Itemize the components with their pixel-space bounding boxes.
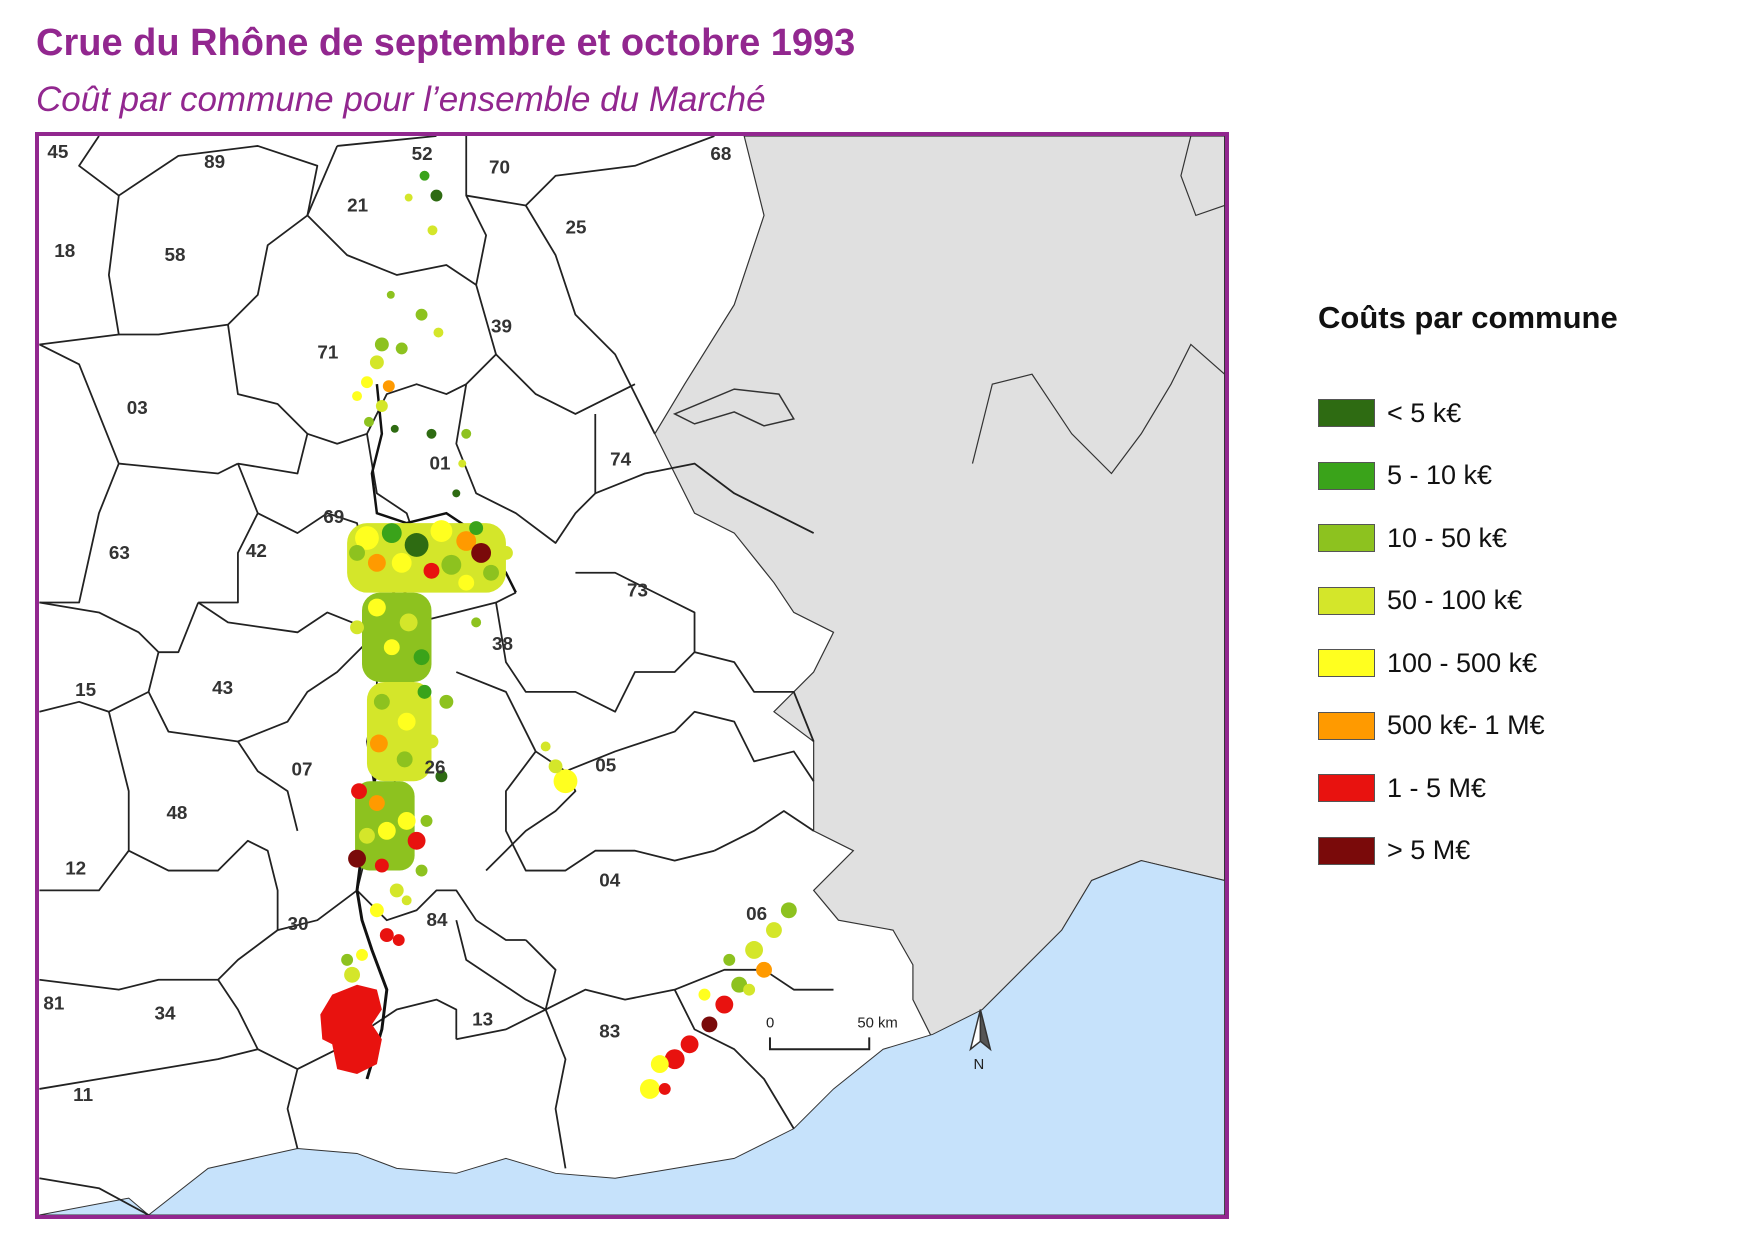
sea-western-coast — [39, 1197, 150, 1215]
dept-label-52: 52 — [412, 143, 433, 164]
dept-label-58: 58 — [164, 244, 185, 265]
map-title: Crue du Rhône de septembre et octobre 19… — [36, 22, 856, 64]
dept-label-18: 18 — [54, 240, 75, 261]
legend-item: < 5 k€ — [1318, 382, 1738, 445]
dept-label-30: 30 — [288, 913, 309, 934]
dept-label-34: 34 — [155, 1002, 176, 1023]
legend-label: < 5 k€ — [1387, 397, 1462, 428]
legend-swatch — [1318, 399, 1375, 428]
dept-label-12: 12 — [65, 858, 86, 879]
dept-label-38: 38 — [492, 633, 513, 654]
department-boundaries — [39, 136, 834, 1215]
dept-label-45: 45 — [47, 141, 68, 162]
dept-label-26: 26 — [425, 756, 446, 777]
map-subtitle: Coût par commune pour l’ensemble du Marc… — [36, 80, 766, 119]
legend-item: 1 - 5 M€ — [1318, 757, 1738, 820]
dept-label-84: 84 — [427, 909, 448, 930]
dept-label-25: 25 — [565, 216, 586, 237]
dept-label-06: 06 — [746, 903, 767, 924]
dept-label-13: 13 — [472, 1008, 493, 1029]
north-arrow-label: N — [973, 1057, 984, 1073]
legend-item: 10 - 50 k€ — [1318, 507, 1738, 570]
dept-label-81: 81 — [43, 993, 64, 1014]
legend-swatch — [1318, 461, 1375, 490]
dept-label-03: 03 — [127, 397, 148, 418]
legend-item: 100 - 500 k€ — [1318, 632, 1738, 695]
scale-end-label: 50 km — [857, 1015, 898, 1031]
legend: Coûts par commune < 5 k€ 5 - 10 k€ 10 - … — [1318, 300, 1738, 882]
department-labels: 45 89 52 70 68 21 25 18 58 39 71 03 01 7… — [43, 141, 767, 1105]
legend-swatch — [1318, 711, 1375, 740]
dept-label-68: 68 — [710, 143, 731, 164]
dept-label-48: 48 — [166, 802, 187, 823]
dept-label-11: 11 — [73, 1084, 93, 1105]
scale-bar: 0 50 km — [766, 1015, 898, 1051]
legend-items: < 5 k€ 5 - 10 k€ 10 - 50 k€ 50 - 100 k€ … — [1318, 382, 1738, 882]
dept-label-05: 05 — [595, 754, 616, 775]
dept-label-74: 74 — [610, 449, 631, 470]
legend-item: 500 k€- 1 M€ — [1318, 695, 1738, 758]
legend-title: Coûts par commune — [1318, 300, 1618, 335]
dept-label-07: 07 — [292, 758, 313, 779]
legend-item: > 5 M€ — [1318, 820, 1738, 883]
camargue-red — [320, 984, 382, 1075]
dept-label-70: 70 — [489, 157, 510, 178]
dept-label-89: 89 — [204, 151, 225, 172]
legend-label: 5 - 10 k€ — [1387, 460, 1493, 491]
dept-label-21: 21 — [347, 194, 368, 215]
legend-label: 10 - 50 k€ — [1387, 522, 1508, 553]
legend-label: 100 - 500 k€ — [1387, 647, 1538, 678]
foreign-border-detail-2 — [1180, 136, 1225, 217]
legend-item: 50 - 100 k€ — [1318, 570, 1738, 633]
dept-label-63: 63 — [109, 542, 130, 563]
legend-swatch — [1318, 836, 1375, 865]
dept-label-42: 42 — [246, 540, 267, 561]
dept-label-01: 01 — [430, 453, 451, 474]
lake-geneva — [672, 388, 795, 427]
dept-label-39: 39 — [491, 316, 512, 337]
map-canvas: 45 89 52 70 68 21 25 18 58 39 71 03 01 7… — [39, 136, 1225, 1215]
legend-label: 500 k€- 1 M€ — [1387, 710, 1545, 741]
dept-label-43: 43 — [212, 677, 233, 698]
dept-label-83: 83 — [599, 1020, 620, 1041]
legend-label: 1 - 5 M€ — [1387, 772, 1487, 803]
dept-label-15: 15 — [75, 679, 96, 700]
map-frame: 45 89 52 70 68 21 25 18 58 39 71 03 01 7… — [35, 132, 1229, 1219]
legend-label: 50 - 100 k€ — [1387, 585, 1523, 616]
dept-label-04: 04 — [599, 869, 620, 890]
legend-label: > 5 M€ — [1387, 835, 1471, 866]
dept-label-73: 73 — [627, 580, 648, 601]
scale-start-label: 0 — [766, 1015, 774, 1031]
legend-item: 5 - 10 k€ — [1318, 445, 1738, 508]
dept-label-69: 69 — [323, 506, 344, 527]
north-arrow-icon: N — [969, 1009, 992, 1073]
legend-swatch — [1318, 524, 1375, 553]
legend-swatch — [1318, 586, 1375, 615]
legend-swatch — [1318, 774, 1375, 803]
foreign-border-detail — [971, 343, 1225, 475]
legend-swatch — [1318, 649, 1375, 678]
commune-costs — [320, 170, 797, 1099]
dept-label-71: 71 — [317, 341, 338, 362]
